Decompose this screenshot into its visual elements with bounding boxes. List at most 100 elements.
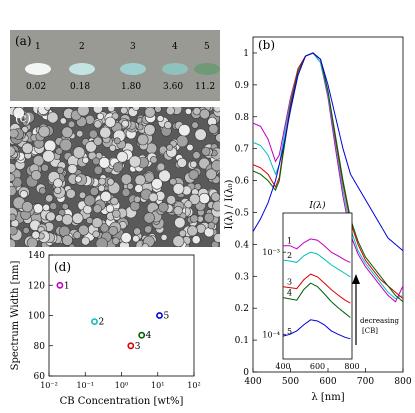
sem-particle xyxy=(73,231,81,240)
inset-series-label: 2 xyxy=(287,251,292,260)
inset-series-line xyxy=(282,282,351,318)
sem-particle xyxy=(10,128,19,139)
sem-particle xyxy=(194,128,207,141)
sem-particle xyxy=(156,162,166,172)
sem-particle xyxy=(46,111,59,124)
sample-disc xyxy=(194,63,220,75)
sem-particle xyxy=(10,173,16,182)
inset-x-tick-label: 600 xyxy=(310,362,325,371)
sem-particle xyxy=(141,243,149,247)
sem-particle xyxy=(178,229,187,238)
sem-particle xyxy=(116,151,128,163)
sem-particle xyxy=(78,191,87,199)
sem-particle xyxy=(120,107,128,115)
sem-particle xyxy=(166,144,174,151)
sem-particle xyxy=(144,107,156,118)
sem-particle xyxy=(10,145,16,157)
sample-disc xyxy=(69,63,95,75)
sample-disc xyxy=(25,63,51,75)
y-tick-label-b: 0.9 xyxy=(235,81,250,91)
sem-particle xyxy=(55,214,63,222)
annotation-text: decreasing xyxy=(360,317,400,325)
sem-particle xyxy=(100,190,112,203)
sem-particle xyxy=(110,197,119,206)
spectrum-series-line xyxy=(252,52,404,252)
sem-particle xyxy=(215,133,220,143)
sem-particle xyxy=(134,184,144,193)
sem-particle xyxy=(112,237,120,245)
inset-series-line xyxy=(283,238,351,263)
sample-index-label: 3 xyxy=(130,42,136,52)
spectrum-series-line xyxy=(252,52,404,300)
sem-particle xyxy=(186,143,194,152)
sem-texture xyxy=(10,107,220,247)
sem-particle xyxy=(158,202,169,213)
sem-particle xyxy=(144,225,153,234)
sem-particle xyxy=(10,185,17,196)
sem-particle xyxy=(172,235,185,247)
sem-particle xyxy=(10,213,17,222)
sem-particle xyxy=(89,186,99,196)
inset-y-tick-label: 10⁻³ xyxy=(262,248,280,257)
sem-particle xyxy=(199,108,210,120)
sem-particle xyxy=(107,107,116,113)
sem-particle xyxy=(108,226,118,236)
sem-particle xyxy=(126,182,134,190)
x-axis-label-b: λ [nm] xyxy=(311,392,344,403)
panel-c-label: (c) xyxy=(15,111,32,125)
inset-series-label: 3 xyxy=(287,278,292,287)
sem-particle xyxy=(42,149,55,163)
sem-particle xyxy=(31,169,42,181)
inset-series-label: 4 xyxy=(287,289,292,298)
sem-particle xyxy=(184,108,192,115)
sem-particle xyxy=(93,120,102,129)
y-tick-label-b: 0.8 xyxy=(235,113,250,123)
sem-particle xyxy=(213,233,220,243)
sem-particle xyxy=(169,177,177,186)
sem-particle xyxy=(38,187,47,195)
sem-particle xyxy=(178,124,191,137)
sem-particle xyxy=(12,177,23,188)
sem-particle xyxy=(164,121,173,130)
sem-particle xyxy=(12,107,25,119)
sem-particle xyxy=(85,140,97,153)
sem-particle xyxy=(61,203,69,211)
sem-particle xyxy=(156,115,164,123)
sem-particle xyxy=(21,201,33,213)
sem-particle xyxy=(212,200,220,212)
sem-particle xyxy=(120,232,132,244)
sem-particle xyxy=(203,212,215,223)
sem-particle xyxy=(45,211,56,222)
y-tick-label-b: 0.5 xyxy=(235,208,250,218)
decreasing-arrow-head xyxy=(352,274,360,284)
sample-index-label: 1 xyxy=(35,42,41,52)
inset-series-line xyxy=(282,319,351,340)
sem-particle xyxy=(92,230,100,238)
sem-particle xyxy=(132,107,140,111)
sem-particle xyxy=(55,147,63,155)
sem-particle xyxy=(98,177,106,186)
sem-particle xyxy=(95,237,108,247)
sem-particle xyxy=(38,125,51,138)
sem-particle xyxy=(44,107,51,111)
x-tick-label-b: 700 xyxy=(357,377,374,387)
sem-particle xyxy=(201,146,211,156)
y-tick-label-b: 0 xyxy=(243,368,249,378)
sem-particle xyxy=(72,146,86,159)
sample-index-label: 2 xyxy=(79,42,85,52)
inset-x-tick-label: 800 xyxy=(344,362,359,371)
sem-particle xyxy=(109,144,117,152)
sem-particle xyxy=(53,186,62,195)
sem-particle xyxy=(31,230,40,240)
sem-particle xyxy=(133,195,141,203)
sem-particle xyxy=(93,165,103,175)
spectrum-series-line xyxy=(252,52,404,303)
sem-particle xyxy=(189,160,198,168)
annotation-text: [CB] xyxy=(362,327,378,335)
y-tick-label-b: 0.4 xyxy=(235,240,250,250)
sem-particle xyxy=(166,195,176,205)
sem-particle xyxy=(86,216,94,224)
sem-particle xyxy=(10,238,16,247)
inset-series-line xyxy=(282,273,351,304)
sem-particle xyxy=(151,178,163,190)
